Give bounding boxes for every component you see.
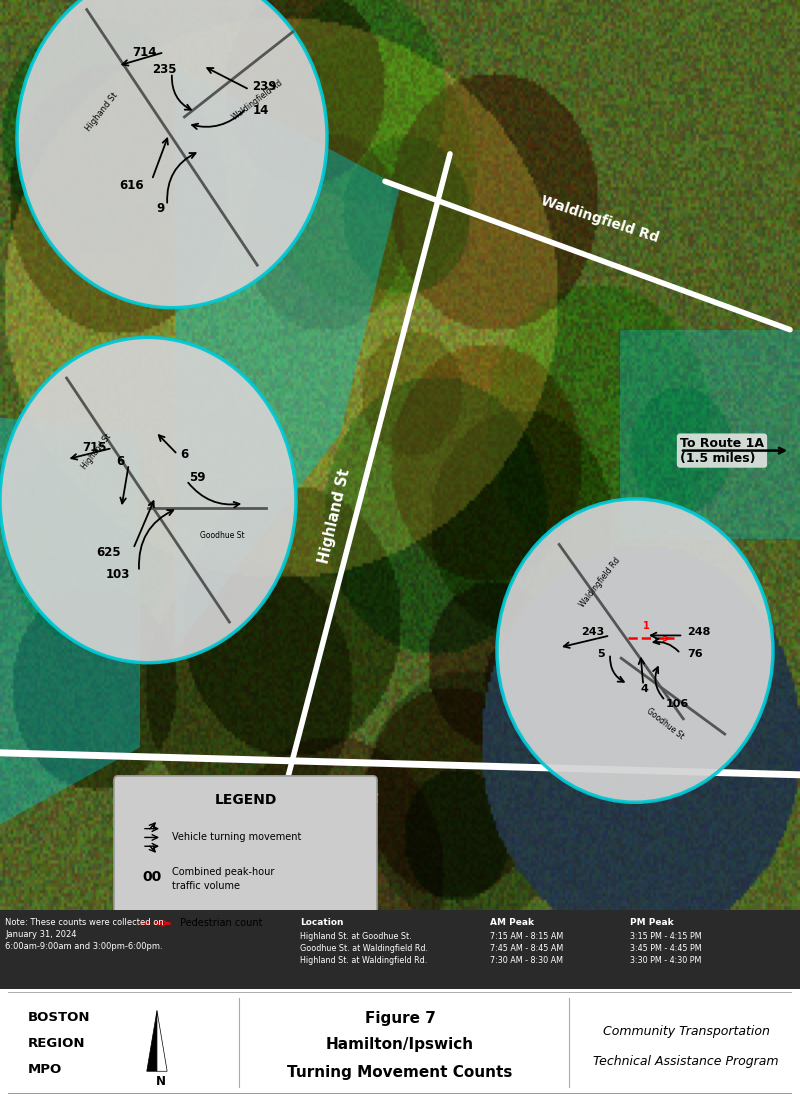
Text: BOSTON: BOSTON <box>27 1011 90 1023</box>
Text: 1: 1 <box>643 621 650 631</box>
Text: Goodhue St: Goodhue St <box>200 531 244 541</box>
Text: 3:15 PM - 4:15 PM: 3:15 PM - 4:15 PM <box>630 932 702 941</box>
Text: PM Peak: PM Peak <box>630 918 674 926</box>
Text: 248: 248 <box>687 628 711 637</box>
Polygon shape <box>620 330 800 539</box>
Text: Highland St: Highland St <box>317 468 354 565</box>
Text: 7:15 AM - 8:15 AM: 7:15 AM - 8:15 AM <box>490 932 563 941</box>
Text: Goodhue St: Goodhue St <box>645 707 686 741</box>
Text: 14: 14 <box>253 103 269 116</box>
Text: REGION: REGION <box>27 1036 85 1050</box>
Text: Goodhue St: Goodhue St <box>282 788 378 806</box>
Text: 4: 4 <box>641 684 649 693</box>
Text: 714: 714 <box>132 46 157 58</box>
Text: 243: 243 <box>582 628 605 637</box>
Bar <box>0 910 800 989</box>
Text: 7:45 AM - 8:45 AM: 7:45 AM - 8:45 AM <box>490 944 563 953</box>
Circle shape <box>0 337 296 663</box>
Text: MPO: MPO <box>27 1063 62 1076</box>
Polygon shape <box>146 1011 157 1072</box>
Text: Figure 7: Figure 7 <box>365 1011 435 1025</box>
Text: Community Transportation: Community Transportation <box>602 1024 770 1037</box>
Text: Waldingfield Rd: Waldingfield Rd <box>230 78 284 122</box>
Text: 00: 00 <box>142 870 162 884</box>
Text: 3:45 PM - 4:45 PM: 3:45 PM - 4:45 PM <box>630 944 702 953</box>
FancyBboxPatch shape <box>0 991 800 1095</box>
Text: January 31, 2024: January 31, 2024 <box>5 930 77 939</box>
Text: Waldingfield Rd: Waldingfield Rd <box>578 556 622 609</box>
Polygon shape <box>157 1011 167 1072</box>
Text: Hamilton/Ipswich: Hamilton/Ipswich <box>326 1036 474 1052</box>
Text: 5: 5 <box>597 648 605 658</box>
Text: Highland St. at Waldingfield Rd.: Highland St. at Waldingfield Rd. <box>300 956 427 965</box>
Text: 7:30 AM - 8:30 AM: 7:30 AM - 8:30 AM <box>490 956 563 965</box>
Text: traffic volume: traffic volume <box>172 880 240 891</box>
Text: Turning Movement Counts: Turning Movement Counts <box>287 1065 513 1080</box>
Text: 59: 59 <box>190 470 206 484</box>
Circle shape <box>497 499 773 802</box>
Text: Vehicle turning movement: Vehicle turning movement <box>172 832 302 843</box>
Text: 106: 106 <box>666 699 689 709</box>
Text: Highand St: Highand St <box>79 432 113 470</box>
Text: 6: 6 <box>116 455 124 467</box>
Text: 103: 103 <box>106 568 130 581</box>
Text: LEGEND: LEGEND <box>214 793 277 808</box>
Text: Highand St: Highand St <box>84 91 120 133</box>
Text: 9: 9 <box>156 202 164 215</box>
Text: Technical Assistance Program: Technical Assistance Program <box>594 1055 779 1068</box>
Text: Note: These counts were collected on: Note: These counts were collected on <box>5 918 164 926</box>
FancyBboxPatch shape <box>114 776 377 958</box>
Text: Highland St. at Goodhue St.: Highland St. at Goodhue St. <box>300 932 412 941</box>
Text: Location: Location <box>300 918 343 926</box>
Text: 239: 239 <box>253 80 277 92</box>
Text: 6: 6 <box>181 448 189 460</box>
Text: Waldingfield Rd: Waldingfield Rd <box>539 195 661 245</box>
Text: 625: 625 <box>97 545 122 558</box>
Text: Pedestrian count: Pedestrian count <box>180 918 262 929</box>
Text: 76: 76 <box>687 648 703 658</box>
Polygon shape <box>175 66 400 648</box>
Polygon shape <box>0 418 140 824</box>
Text: 715: 715 <box>82 442 106 455</box>
Text: 3:30 PM - 4:30 PM: 3:30 PM - 4:30 PM <box>630 956 702 965</box>
Text: 235: 235 <box>152 63 177 76</box>
Text: To Route 1A
(1.5 miles): To Route 1A (1.5 miles) <box>680 436 764 465</box>
Text: 616: 616 <box>119 178 144 191</box>
Circle shape <box>17 0 327 308</box>
Text: Goodhue St. at Waldingfield Rd.: Goodhue St. at Waldingfield Rd. <box>300 944 428 953</box>
Text: AM Peak: AM Peak <box>490 918 534 926</box>
Text: N: N <box>156 1075 166 1088</box>
Text: Combined peak-hour: Combined peak-hour <box>172 866 274 877</box>
Text: 6:00am-9:00am and 3:00pm-6:00pm.: 6:00am-9:00am and 3:00pm-6:00pm. <box>5 942 162 951</box>
